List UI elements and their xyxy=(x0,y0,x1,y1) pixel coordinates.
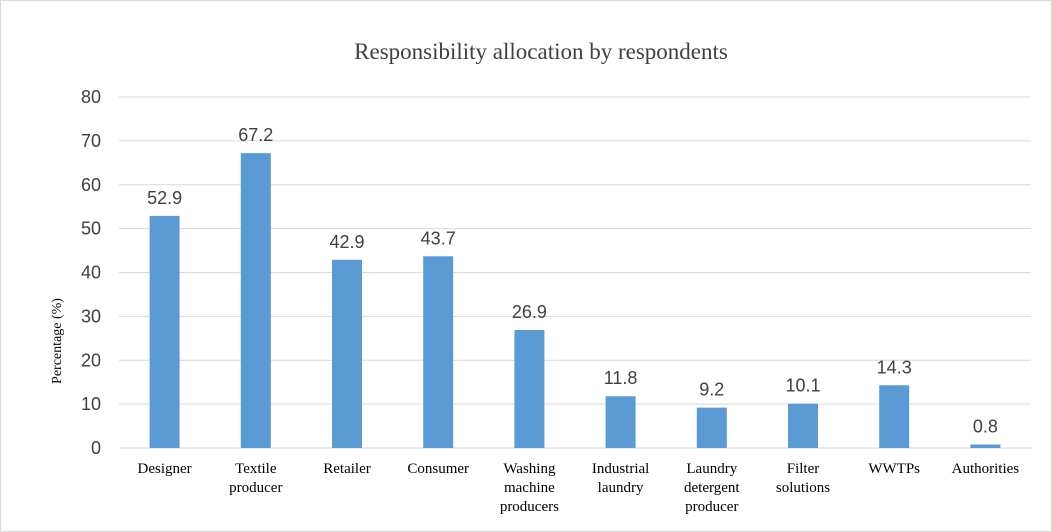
data-label: 9.2 xyxy=(699,380,724,400)
category-label: Consumer xyxy=(407,461,469,477)
category-label: Textile producer xyxy=(229,461,282,496)
data-label: 52.9 xyxy=(147,188,182,208)
y-tick-label: 30 xyxy=(81,306,101,326)
y-tick-label: 70 xyxy=(81,131,101,151)
y-axis-ticks: 0 10 20 30 40 50 60 70 80 xyxy=(81,87,101,458)
bar xyxy=(332,259,362,448)
category-label: Industrial laundry xyxy=(592,461,650,496)
y-tick-label: 10 xyxy=(81,394,101,414)
category-label: Laundry detergent producer xyxy=(684,461,740,515)
category-label: Retailer xyxy=(323,461,370,477)
data-label: 26.9 xyxy=(512,302,547,322)
bars xyxy=(149,153,1001,448)
y-tick-label: 50 xyxy=(81,219,101,239)
bar xyxy=(788,403,818,448)
category-labels: Designer Textile producer Retailer Consumer W… xyxy=(138,461,1020,515)
category-label: WWTPs xyxy=(868,461,920,477)
y-tick-label: 0 xyxy=(91,438,101,458)
y-tick-label: 40 xyxy=(81,263,101,283)
category-label: Designer xyxy=(138,461,192,477)
data-label: 11.8 xyxy=(604,368,638,388)
category-label: Washing machine producers xyxy=(500,461,559,515)
bar xyxy=(696,407,727,448)
data-label: 43.7 xyxy=(421,228,456,248)
bar xyxy=(240,153,271,448)
bar xyxy=(423,256,454,448)
bar xyxy=(605,396,636,448)
y-tick-label: 80 xyxy=(81,87,101,107)
chart-title: Responsibility allocation by respondents xyxy=(354,39,728,64)
y-axis-label: Percentage (%) xyxy=(50,298,65,384)
bar xyxy=(149,215,180,448)
category-label: Filter solutions xyxy=(776,461,830,496)
data-label: 42.9 xyxy=(329,232,364,252)
data-label: 10.1 xyxy=(785,376,820,396)
y-tick-label: 20 xyxy=(81,350,101,370)
bar xyxy=(879,385,910,448)
data-label: 14.3 xyxy=(877,357,912,377)
data-label: 0.8 xyxy=(973,416,998,436)
y-tick-label: 60 xyxy=(81,175,101,195)
gridlines xyxy=(119,96,1031,449)
bar xyxy=(514,329,545,448)
category-label: Authorities xyxy=(952,461,1020,477)
data-labels: 52.9 67.2 42.9 43.7 26.9 11.8 9.2 10.1 14.3 0.8 xyxy=(147,125,998,436)
data-label: 67.2 xyxy=(238,125,273,145)
bar xyxy=(970,444,1001,448)
